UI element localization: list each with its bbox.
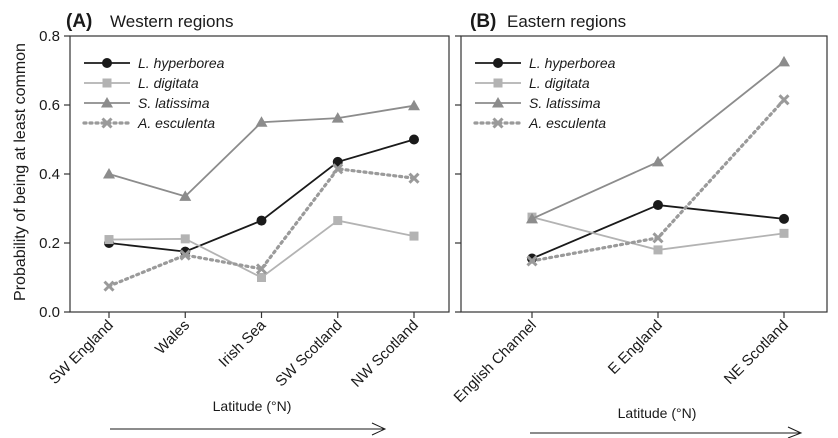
series-s-latissima [526, 55, 790, 224]
panel-b-title: Eastern regions [507, 12, 626, 31]
data-point [179, 249, 191, 261]
panel-a-title: Western regions [110, 12, 233, 31]
data-point [526, 255, 538, 267]
legend-item-l-digitata: L. digitata [475, 75, 590, 91]
panel-b-tag: (B) [470, 11, 496, 32]
category-label-sw-england: SW England [46, 317, 117, 388]
panel-a-legend: L. hyperborea L. digitata S. latissima A. e… [82, 55, 225, 131]
y-axis-label: Probability of being at least common [12, 43, 29, 301]
panel-b-x-ticks [531, 312, 785, 318]
legend-label: L. digitata [138, 75, 199, 91]
data-point [408, 99, 420, 111]
data-point [255, 263, 268, 275]
y-tick-label: 0.6 [39, 97, 60, 114]
data-point [409, 231, 419, 241]
panel-a-x-axis-label: Latitude (°N) [213, 398, 292, 414]
category-label-ne-scotland: NE Scotland [721, 317, 792, 388]
data-point [779, 213, 789, 224]
category-label-e-england: E England [605, 317, 666, 378]
data-point [778, 55, 790, 67]
data-point [408, 172, 420, 184]
legend-marker [493, 78, 503, 88]
panel-a-series [103, 99, 420, 292]
legend-item-s-latissima: S. latissima [84, 95, 210, 111]
panel-b-latitude-arrow [530, 426, 803, 438]
legend-label: S. latissima [529, 95, 601, 111]
legend-marker [102, 58, 112, 68]
series-a-esculenta [103, 163, 420, 292]
legend-label: S. latissima [138, 95, 210, 111]
data-point [180, 234, 190, 244]
category-label-wales: Wales [152, 317, 193, 358]
data-point [778, 94, 790, 106]
series-l-hyperborea [527, 200, 789, 264]
category-label-sw-scotland: SW Scotland [272, 317, 345, 390]
data-point [103, 280, 115, 292]
data-point [526, 212, 538, 224]
data-point [104, 235, 114, 245]
series-l-digitata [104, 216, 419, 282]
legend-marker [102, 78, 112, 88]
panel-b-x-axis-label: Latitude (°N) [618, 405, 697, 421]
data-point [653, 245, 663, 255]
data-point [255, 116, 268, 127]
panel-a-category-labels: SW England Wales Irish Sea SW Scotland NW Sc… [46, 316, 422, 390]
data-point [103, 168, 115, 179]
data-point [332, 163, 344, 175]
legend-item-s-latissima: S. latissima [475, 95, 601, 111]
data-point [256, 215, 267, 226]
legend-item-a-esculenta: A. esculenta [82, 115, 215, 131]
legend-label: A. esculenta [528, 115, 606, 131]
panel-b: (B) Eastern regions L. hyperborea L. digi… [451, 11, 828, 438]
data-point [333, 216, 343, 226]
legend-marker [492, 117, 504, 129]
panel-b-y-ticks [455, 35, 461, 313]
legend-marker [492, 97, 504, 108]
panel-b-legend: L. hyperborea L. digitata S. latissima A. e… [473, 55, 616, 131]
legend-label: L. digitata [529, 75, 590, 91]
series-s-latissima [103, 99, 420, 201]
legend-marker [493, 58, 503, 68]
panel-a-x-ticks [108, 312, 415, 318]
panel-b-category-labels: English Channel E England NE Scotland [451, 317, 792, 406]
y-tick-label: 0.8 [39, 28, 60, 45]
series-l-digitata [527, 212, 789, 255]
panel-b-frame [460, 35, 828, 313]
series-a-esculenta [526, 94, 790, 267]
data-point [652, 232, 664, 244]
y-tick-label: 0.0 [39, 304, 60, 321]
legend-marker [101, 97, 113, 108]
series-line [107, 167, 416, 288]
y-tick-label: 0.4 [39, 166, 60, 183]
legend-marker [101, 117, 113, 129]
data-point [653, 200, 663, 211]
y-tick-label: 0.2 [39, 235, 60, 252]
category-label-irish-sea: Irish Sea [215, 316, 269, 370]
data-point [652, 155, 664, 167]
data-point [179, 190, 192, 201]
panel-a-tag: (A) [66, 11, 92, 32]
panel-a-latitude-arrow [110, 422, 387, 436]
legend-item-l-digitata: L. digitata [84, 75, 199, 91]
data-point [779, 228, 789, 238]
legend-item-l-hyperborea: L. hyperborea [84, 55, 225, 71]
legend-label: A. esculenta [137, 115, 215, 131]
data-point [257, 273, 266, 282]
series-line [108, 138, 415, 253]
legend-label: L. hyperborea [529, 55, 616, 71]
legend-label: L. hyperborea [138, 55, 225, 71]
panel-a: (A) Western regions Probability of being… [12, 11, 450, 436]
data-point [331, 112, 344, 123]
panel-a-y-ticks: 0.0 0.2 0.4 0.6 0.8 [39, 28, 70, 321]
legend-item-l-hyperborea: L. hyperborea [475, 55, 616, 71]
category-label-nw-scotland: NW Scotland [348, 317, 422, 391]
panel-b-series [526, 55, 790, 267]
legend-item-a-esculenta: A. esculenta [473, 115, 606, 131]
category-label-english-channel: English Channel [451, 317, 540, 406]
series-line [531, 216, 785, 251]
data-point [409, 134, 419, 145]
